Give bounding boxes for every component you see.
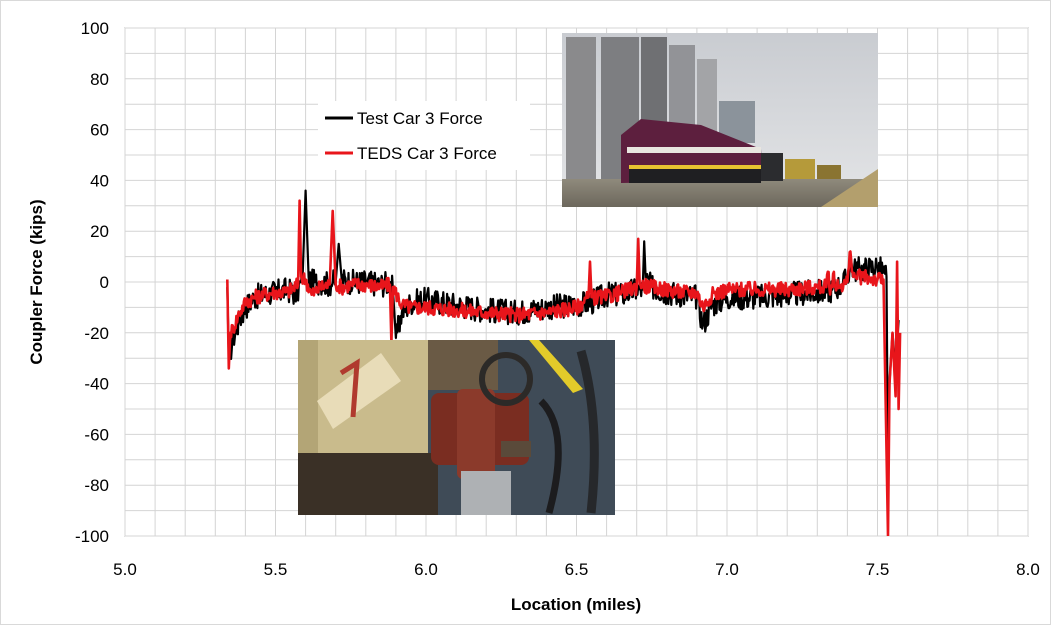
coupler-photo [298, 340, 615, 515]
locomotive-photo [562, 33, 878, 207]
legend-label-test-car: Test Car 3 Force [357, 109, 483, 128]
x-tick-label: 8.0 [1016, 560, 1040, 579]
y-tick-label: 80 [90, 70, 109, 89]
x-tick-label: 7.5 [866, 560, 890, 579]
y-tick-label: 100 [81, 19, 109, 38]
y-tick-label: -40 [84, 375, 109, 394]
x-tick-label: 6.0 [414, 560, 438, 579]
series-layer [226, 189, 902, 536]
x-tick-label: 5.0 [113, 560, 137, 579]
legend-item-test-car: Test Car 3 Force [325, 109, 483, 128]
series-line-teds-car [226, 199, 902, 536]
y-tick-label: 20 [90, 222, 109, 241]
y-tick-label: -60 [84, 425, 109, 444]
x-tick-label: 7.0 [715, 560, 739, 579]
y-tick-label: 0 [100, 273, 109, 292]
legend: Test Car 3 Force TEDS Car 3 Force [318, 101, 530, 170]
axes: 5.0 5.5 6.0 6.5 7.0 7.5 8.0 100 80 60 40 20 0 -20 -40 -… [75, 19, 1040, 579]
y-tick-label: 60 [90, 121, 109, 140]
y-tick-label: -20 [84, 324, 109, 343]
y-tick-label: -100 [75, 527, 109, 546]
y-axis-label: Coupler Force (kips) [27, 199, 46, 364]
x-axis-label: Location (miles) [511, 595, 641, 614]
y-tick-label: -80 [84, 476, 109, 495]
legend-label-teds-car: TEDS Car 3 Force [357, 144, 497, 163]
legend-item-teds-car: TEDS Car 3 Force [325, 144, 497, 163]
x-tick-label: 5.5 [264, 560, 288, 579]
y-tick-label: 40 [90, 171, 109, 190]
x-tick-label: 6.5 [565, 560, 589, 579]
